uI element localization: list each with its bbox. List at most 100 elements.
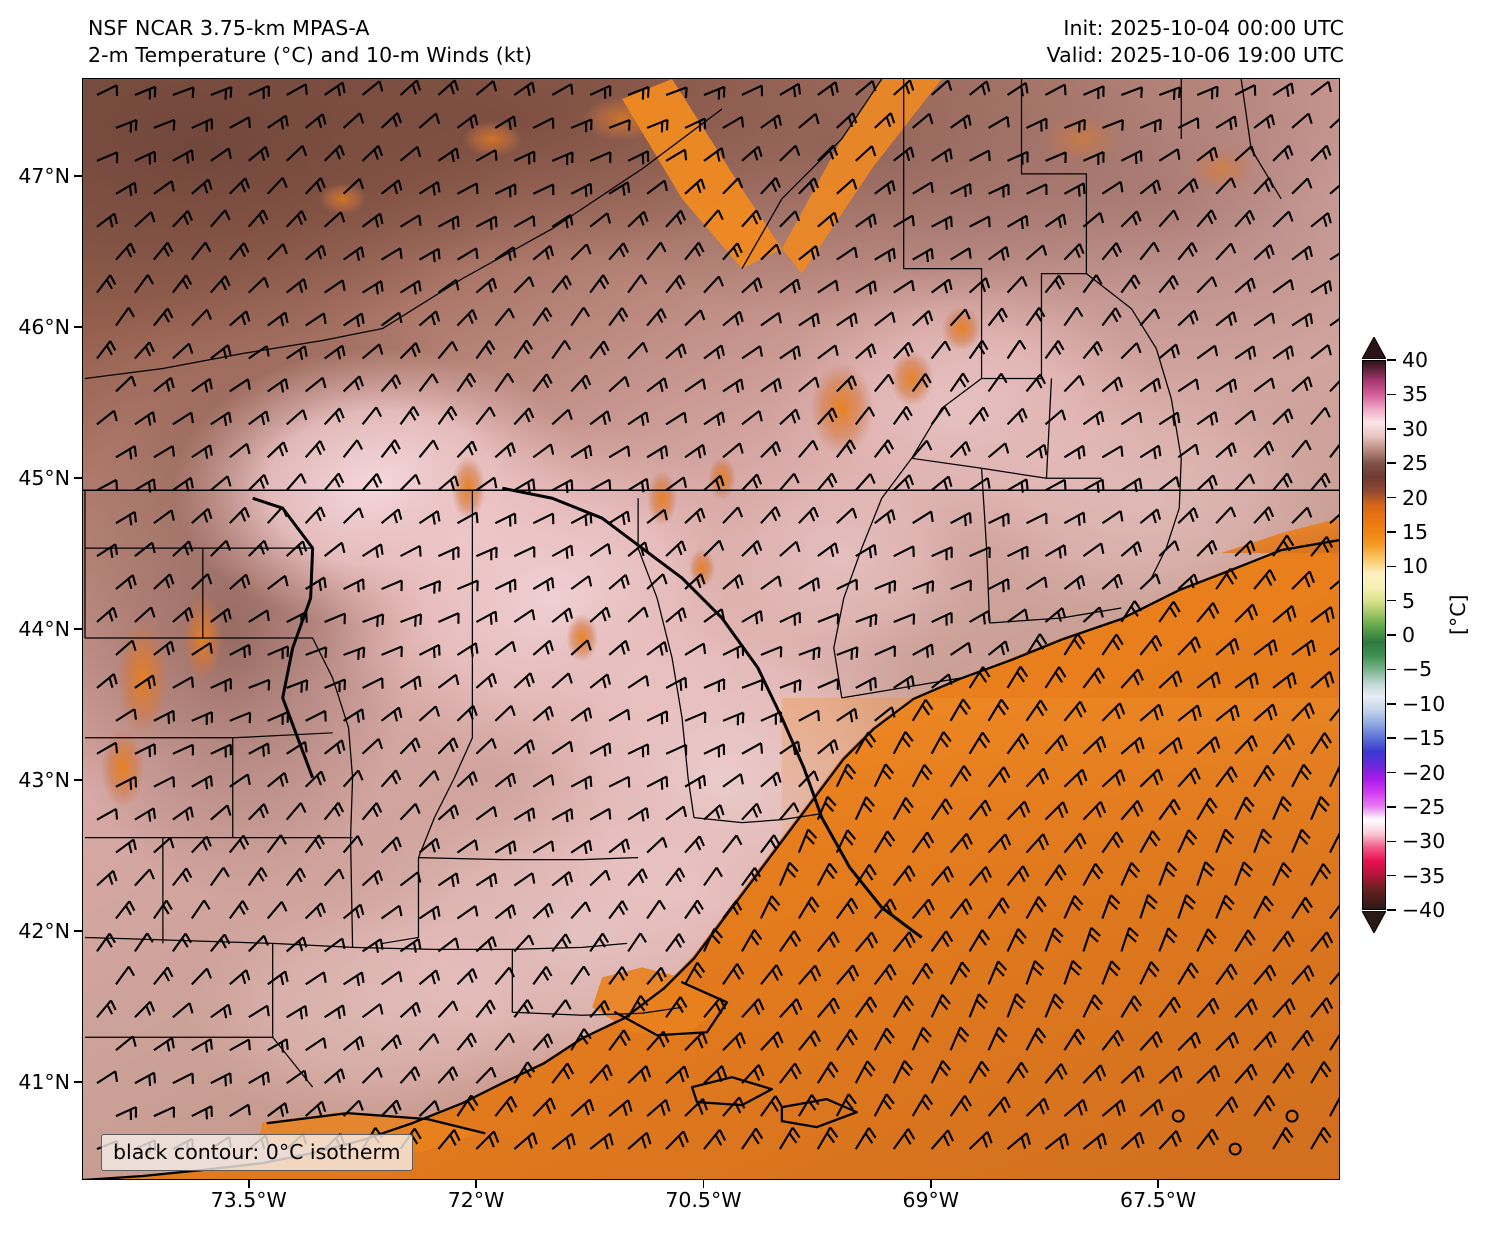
wind-barb <box>96 151 119 163</box>
wind-barb <box>949 898 973 920</box>
wind-barb <box>703 147 725 162</box>
wind-barb <box>437 405 458 425</box>
colorbar[interactable]: 40 35 30 25 20 15 10 5 0 −5 −10 −15 −20 −25 −30 −35 −40 <box>1362 337 1445 933</box>
wind-barb <box>304 376 327 393</box>
wind-barb <box>1101 702 1126 722</box>
wind-barb <box>513 934 535 953</box>
wind-barb <box>304 177 326 195</box>
latitude-tick-label-41: 41°N <box>18 1069 70 1094</box>
wind-barb <box>930 475 953 492</box>
wind-barb <box>229 310 251 327</box>
wind-barb <box>741 209 762 228</box>
wind-barb <box>987 1096 1011 1117</box>
wind-barb <box>703 928 724 952</box>
wind-barb <box>1253 964 1277 986</box>
wind-barb <box>1120 736 1145 755</box>
wind-barb <box>570 511 593 527</box>
wind-barb <box>210 607 232 623</box>
wind-barb <box>248 345 270 360</box>
wind-barb <box>1044 1063 1068 1084</box>
wind-barb <box>589 869 611 887</box>
wind-barb <box>399 342 421 360</box>
wind-barb <box>475 737 497 755</box>
colorbar-tick-mark <box>1387 462 1396 464</box>
wind-barb <box>1310 212 1332 228</box>
wind-barb <box>722 1096 746 1117</box>
colorbar-tick-mark <box>1387 428 1396 430</box>
wind-barb <box>1082 863 1104 887</box>
wind-barb <box>722 963 745 985</box>
wind-barb <box>684 774 707 789</box>
wind-barb <box>285 936 308 953</box>
wind-barb <box>210 411 232 426</box>
wind-barb <box>1329 178 1339 195</box>
wind-barb <box>1215 378 1238 393</box>
map-plot-area[interactable] <box>82 78 1340 1180</box>
wind-barb <box>1044 666 1067 689</box>
wind-barb <box>172 210 193 228</box>
wind-barb <box>836 375 858 393</box>
latitude-tick-mark <box>74 477 82 479</box>
wind-barb <box>1006 928 1027 952</box>
wind-barb <box>1082 800 1107 821</box>
wind-barb <box>854 473 876 491</box>
wind-barb <box>987 897 1010 920</box>
wind-barb <box>1120 149 1143 164</box>
wind-barb <box>1120 210 1142 228</box>
wind-barb <box>1310 279 1333 295</box>
wind-barb <box>400 613 423 627</box>
wind-barb <box>835 1093 857 1117</box>
wind-barb <box>1139 634 1163 656</box>
wind-barb <box>248 85 270 99</box>
wind-barb <box>380 1034 402 1051</box>
longitude-tick-label: 69°W <box>902 1188 960 1212</box>
wind-barb <box>1215 704 1240 722</box>
wind-barb <box>1310 472 1331 491</box>
wind-barb <box>836 246 858 261</box>
wind-barb <box>570 839 593 855</box>
colorbar-tick-label: 0 <box>1402 623 1416 647</box>
wind-barb <box>1253 506 1275 524</box>
colorbar-tick-mark <box>1387 599 1396 602</box>
wind-barb <box>1006 81 1029 97</box>
wind-barb <box>1139 961 1160 985</box>
wind-barb <box>646 836 668 854</box>
wind-barb <box>437 340 459 360</box>
wind-barb <box>1006 1132 1031 1150</box>
latitude-tick-label-42: 42°N <box>18 918 70 943</box>
wind-barb <box>1007 150 1029 165</box>
wind-barb <box>172 932 192 953</box>
wind-barb <box>1215 766 1238 788</box>
wind-barb <box>1158 148 1181 162</box>
wind-barb <box>551 213 574 229</box>
wind-barb <box>703 997 727 1018</box>
wind-barb <box>930 994 951 1018</box>
wind-barb <box>665 343 687 360</box>
wind-barb <box>1158 1065 1183 1084</box>
wind-barb <box>1026 512 1048 525</box>
wind-barb <box>153 966 174 986</box>
wind-barb <box>229 177 251 195</box>
wind-barb <box>855 80 877 96</box>
wind-barb <box>703 539 725 557</box>
wind-barb <box>968 1060 990 1084</box>
wind-barb <box>1272 144 1294 162</box>
wind-barb <box>437 737 459 755</box>
colorbar-extend-min <box>1362 911 1386 933</box>
wind-barb <box>911 898 935 920</box>
wind-barb <box>304 902 326 920</box>
wind-barb <box>778 861 799 886</box>
wind-barb <box>399 405 420 425</box>
wind-barb <box>551 339 572 360</box>
colorbar-tick-label: −20 <box>1402 760 1446 785</box>
wind-barb <box>665 933 686 953</box>
wind-barb <box>494 966 515 986</box>
wind-barb <box>1101 445 1124 459</box>
wind-barb <box>1253 113 1276 129</box>
wind-barb <box>779 278 801 294</box>
wind-barb <box>134 674 156 690</box>
wind-barb <box>1329 763 1339 788</box>
wind-barb <box>1196 736 1221 755</box>
wind-barb <box>1310 536 1334 557</box>
wind-barb <box>817 472 838 491</box>
